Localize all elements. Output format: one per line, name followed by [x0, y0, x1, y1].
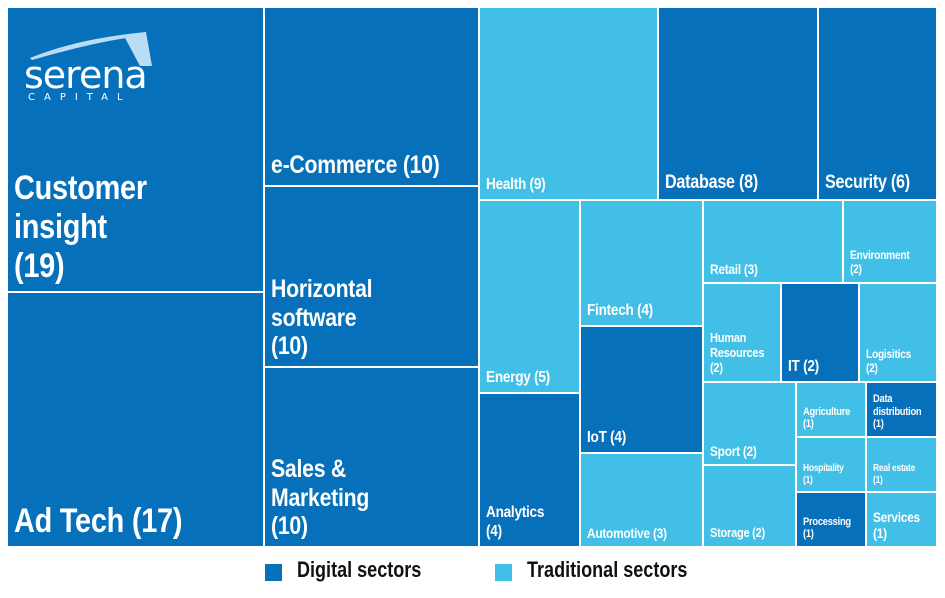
treemap-label-e-commerce: e-Commerce (10) [271, 151, 440, 180]
chart-legend: Digital sectors Traditional sectors [265, 557, 768, 583]
treemap-label-energy: Energy (5) [486, 368, 550, 386]
treemap-cell-retail: Retail (3) [703, 200, 843, 283]
serena-capital-logo: serena CAPITAL [24, 30, 154, 105]
treemap-cell-health: Health (9) [479, 7, 658, 200]
treemap-cell-processing: Processing (1) [796, 492, 866, 547]
treemap-label-sales-marketing: Sales & Marketing (10) [271, 454, 370, 541]
treemap-cell-fintech: Fintech (4) [580, 200, 703, 326]
treemap-cell-human-resources: Human Resources (2) [703, 283, 781, 382]
treemap-label-ad-tech: Ad Tech (17) [14, 501, 183, 540]
treemap-cell-automotive: Automotive (3) [580, 453, 703, 547]
treemap-label-retail: Retail (3) [710, 260, 758, 277]
treemap-cell-security: Security (6) [818, 7, 937, 200]
treemap-label-services: Services (1) [873, 508, 920, 541]
treemap-cell-logisitics: Logisitics (2) [859, 283, 937, 382]
treemap-cell-services: Services (1) [866, 492, 937, 547]
treemap-label-data-distribution: Data distribution (1) [873, 393, 922, 431]
treemap-cell-agriculture: Agriculture (1) [796, 382, 866, 437]
treemap-label-health: Health (9) [486, 175, 546, 193]
legend-label-digital: Digital sectors [297, 557, 422, 582]
treemap-cell-environment: Environment (2) [843, 200, 937, 283]
treemap-cell-real-estate: Real estate (1) [866, 437, 937, 492]
logo-subtitle: CAPITAL [28, 92, 132, 103]
treemap-cell-sales-marketing: Sales & Marketing (10) [264, 367, 479, 547]
treemap-label-processing: Processing (1) [803, 515, 851, 541]
treemap-label-hospitality: Hospitality (1) [803, 463, 844, 486]
treemap-label-storage: Storage (2) [710, 525, 765, 541]
treemap-cell-data-distribution: Data distribution (1) [866, 382, 937, 437]
treemap-cell-it: IT (2) [781, 283, 859, 382]
treemap-label-human-resources: Human Resources (2) [710, 330, 765, 376]
treemap-cell-analytics: Analytics (4) [479, 393, 580, 547]
treemap-label-automotive: Automotive (3) [587, 524, 667, 541]
treemap-label-agriculture: Agriculture (1) [803, 405, 851, 431]
legend-item-traditional: Traditional sectors [494, 557, 723, 583]
treemap-label-real-estate: Real estate (1) [873, 463, 916, 486]
treemap-label-database: Database (8) [665, 172, 758, 194]
logo-swoosh-icon [30, 32, 152, 66]
treemap-label-horizontal-software: Horizontal software (10) [271, 274, 373, 361]
logo-wordmark: serena [24, 53, 148, 97]
treemap-label-analytics: Analytics (4) [486, 504, 545, 540]
treemap-cell-sport: Sport (2) [703, 382, 796, 465]
legend-label-traditional: Traditional sectors [526, 557, 688, 582]
treemap-label-customer-insight: Customer insight (19) [14, 168, 147, 285]
treemap-cell-storage: Storage (2) [703, 465, 796, 547]
treemap-cell-hospitality: Hospitality (1) [796, 437, 866, 492]
treemap-cell-ad-tech: Ad Tech (17) [7, 292, 264, 547]
treemap-label-security: Security (6) [825, 172, 910, 194]
treemap-cell-e-commerce: e-Commerce (10) [264, 7, 479, 186]
treemap-label-environment: Environment (2) [850, 248, 910, 277]
treemap-label-logisitics: Logisitics (2) [866, 347, 912, 376]
treemap-cell-iot: IoT (4) [580, 326, 703, 453]
legend-item-digital: Digital sectors [265, 557, 449, 583]
treemap-cell-horizontal-software: Horizontal software (10) [264, 186, 479, 367]
treemap-label-it: IT (2) [788, 357, 819, 375]
treemap-label-fintech: Fintech (4) [587, 301, 653, 319]
legend-swatch-digital [265, 563, 282, 581]
treemap-label-sport: Sport (2) [710, 442, 757, 459]
treemap-cell-database: Database (8) [658, 7, 818, 200]
treemap-label-iot: IoT (4) [587, 428, 627, 446]
treemap-cell-energy: Energy (5) [479, 200, 580, 393]
legend-swatch-traditional [494, 563, 512, 581]
